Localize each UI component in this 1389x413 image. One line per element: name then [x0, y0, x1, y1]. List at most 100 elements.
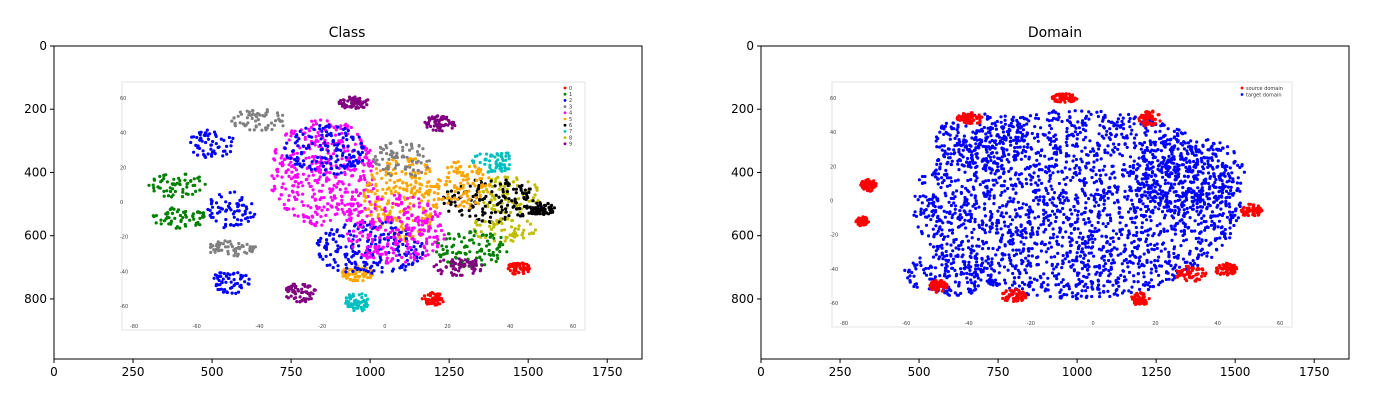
scatter-point	[220, 249, 223, 252]
scatter-point	[1053, 255, 1056, 258]
scatter-point	[335, 186, 338, 189]
scatter-point	[1079, 232, 1082, 235]
scatter-point	[328, 171, 331, 174]
scatter-point	[413, 238, 416, 241]
scatter-point	[194, 190, 197, 193]
scatter-point	[215, 201, 218, 204]
scatter-point	[425, 242, 428, 245]
scatter-point	[1177, 254, 1180, 257]
scatter-point	[432, 205, 435, 208]
scatter-point	[1052, 227, 1055, 230]
scatter-point	[535, 202, 538, 205]
scatter-point	[195, 222, 198, 225]
scatter-point	[1005, 212, 1008, 215]
scatter-point	[239, 121, 242, 124]
scatter-point	[400, 238, 403, 241]
scatter-point	[212, 149, 215, 152]
scatter-point	[451, 274, 454, 277]
scatter-point	[374, 207, 377, 210]
scatter-point	[366, 246, 369, 249]
scatter-point	[1011, 264, 1014, 267]
scatter-point	[240, 219, 243, 222]
scatter-point	[216, 277, 219, 280]
scatter-point	[1084, 289, 1087, 292]
scatter-point	[322, 165, 325, 168]
scatter-point	[1214, 178, 1217, 181]
scatter-point	[329, 162, 332, 165]
scatter-point	[413, 185, 416, 188]
scatter-point	[450, 245, 453, 248]
scatter-point	[421, 217, 424, 220]
scatter-point	[485, 234, 488, 237]
scatter-point	[443, 202, 446, 205]
scatter-point	[451, 127, 454, 130]
scatter-point	[1227, 186, 1230, 189]
scatter-point	[427, 193, 430, 196]
scatter-point	[1004, 244, 1007, 247]
scatter-point	[402, 263, 405, 266]
scatter-point	[974, 179, 977, 182]
scatter-point	[1004, 224, 1007, 227]
scatter-point	[528, 232, 531, 235]
scatter-point	[1209, 242, 1212, 245]
scatter-point	[162, 174, 165, 177]
x-tick-label: 1750	[592, 365, 623, 379]
scatter-point	[918, 178, 921, 181]
scatter-point	[1056, 263, 1059, 266]
scatter-point	[365, 255, 368, 258]
scatter-point	[1144, 281, 1147, 284]
scatter-point	[1107, 197, 1110, 200]
scatter-point	[346, 167, 349, 170]
scatter-point	[1193, 262, 1196, 265]
scatter-point	[1134, 144, 1137, 147]
scatter-point	[433, 210, 436, 213]
scatter-point	[474, 264, 477, 267]
scatter-point	[428, 220, 431, 223]
scatter-point	[1149, 139, 1152, 142]
scatter-point	[1024, 257, 1027, 260]
scatter-point	[355, 188, 358, 191]
scatter-point	[395, 219, 398, 222]
scatter-point	[370, 210, 373, 213]
scatter-point	[1044, 288, 1047, 291]
scatter-point	[992, 202, 995, 205]
scatter-point	[1036, 279, 1039, 282]
scatter-point	[209, 246, 212, 249]
scatter-point	[1087, 221, 1090, 224]
scatter-point	[445, 180, 448, 183]
scatter-point	[1179, 219, 1182, 222]
scatter-point	[362, 275, 365, 278]
scatter-point	[1081, 238, 1084, 241]
scatter-point	[1039, 126, 1042, 129]
scatter-point	[1013, 280, 1016, 283]
scatter-point	[428, 236, 431, 239]
scatter-point	[294, 180, 297, 183]
scatter-point	[372, 261, 375, 264]
scatter-point	[486, 190, 489, 193]
scatter-point	[210, 155, 213, 158]
scatter-point	[229, 144, 232, 147]
scatter-point	[1170, 214, 1173, 217]
scatter-point	[1147, 288, 1150, 291]
scatter-point	[290, 129, 293, 132]
scatter-point	[1036, 230, 1039, 233]
legend-marker	[564, 136, 567, 139]
scatter-point	[1035, 113, 1038, 116]
scatter-point	[475, 220, 478, 223]
scatter-point	[237, 115, 240, 118]
scatter-point	[520, 189, 523, 192]
scatter-point	[1101, 135, 1104, 138]
scatter-point	[1105, 133, 1108, 136]
scatter-point	[1035, 256, 1038, 259]
scatter-point	[935, 163, 938, 166]
scatter-point	[1112, 171, 1115, 174]
scatter-point	[411, 261, 414, 264]
scatter-point	[387, 172, 390, 175]
scatter-point	[1157, 274, 1160, 277]
scatter-point	[488, 249, 491, 252]
scatter-point	[1048, 241, 1051, 244]
scatter-point	[355, 105, 358, 108]
scatter-point	[1032, 199, 1035, 202]
scatter-point	[362, 307, 365, 310]
scatter-point	[216, 288, 219, 291]
